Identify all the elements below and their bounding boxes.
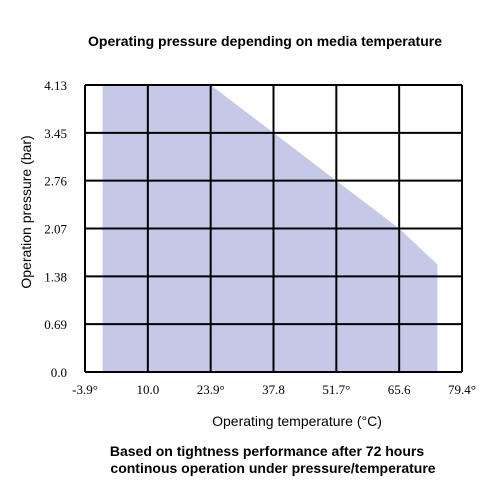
- y-tick-label: 2.07: [44, 222, 67, 237]
- chart-title: Operating pressure depending on media te…: [88, 33, 442, 49]
- x-axis-label: Operating temperature (°C): [212, 413, 382, 429]
- y-tick-label: 1.38: [44, 269, 67, 284]
- y-axis-label: Operation pressure (bar): [18, 135, 34, 288]
- x-tick-label: 10.0: [136, 382, 159, 397]
- x-tick-label: 51.7°: [322, 382, 350, 397]
- y-tick-label: 2.76: [44, 174, 67, 189]
- x-tick-label: 65.6: [388, 382, 411, 397]
- y-tick-label: 0.0: [51, 365, 67, 380]
- x-tick-label: 23.9°: [197, 382, 225, 397]
- footnote-line-2: continous operation under pressure/tempe…: [110, 460, 435, 476]
- y-tick-label: 3.45: [44, 126, 67, 141]
- x-tick-label: 79.4°: [448, 382, 476, 397]
- y-tick-label: 4.13: [44, 78, 67, 93]
- y-tick-label: 0.69: [44, 317, 67, 332]
- footnote-line-1: Based on tightness performance after 72 …: [110, 443, 425, 459]
- x-tick-label: -3.9°: [72, 382, 98, 397]
- x-tick-label: 37.8: [262, 382, 285, 397]
